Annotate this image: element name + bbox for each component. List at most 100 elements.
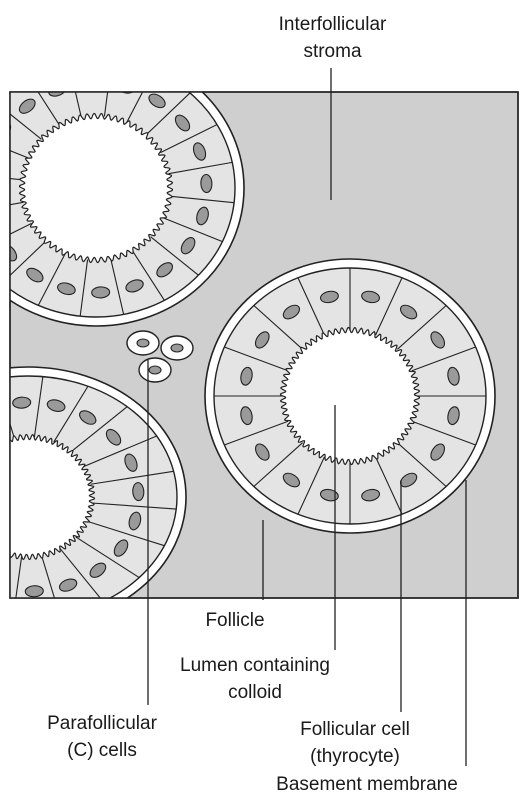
cell-nucleus	[10, 244, 18, 262]
cell-nucleus	[105, 428, 122, 446]
parafollicular-nucleus	[148, 365, 162, 375]
cell-nucleus	[180, 237, 196, 255]
cell-border	[83, 435, 157, 468]
cell-nucleus	[319, 488, 339, 502]
label-lumen-containing-colloid: Lumen containing colloid	[180, 655, 330, 703]
cell-nucleus	[156, 262, 174, 278]
cell-nucleus	[192, 142, 207, 161]
cell-border	[169, 195, 235, 204]
cell-border	[126, 92, 144, 123]
cell-border	[10, 421, 15, 439]
cell-nucleus	[82, 78, 100, 90]
cell-nucleus	[282, 472, 301, 488]
cell-border	[37, 92, 61, 126]
cell-nucleus	[124, 453, 138, 472]
cell-nucleus	[148, 93, 166, 109]
parafollicular-nucleus	[136, 338, 150, 348]
cell-border	[74, 92, 82, 118]
cell-border	[224, 346, 289, 372]
cell-border	[33, 376, 44, 438]
cell-nucleus	[18, 98, 36, 114]
cell-border	[70, 406, 128, 453]
cell-nucleus	[0, 581, 10, 596]
cell-nucleus	[240, 366, 253, 386]
parafollicular-cells	[126, 330, 194, 383]
lumen-colloid	[279, 326, 421, 466]
cell-nucleus	[399, 304, 418, 320]
label-follicle: Follicle	[205, 610, 265, 631]
cell-border	[224, 420, 289, 446]
cell-border	[411, 420, 476, 446]
cell-nucleus	[282, 304, 301, 320]
cell-nucleus	[254, 443, 270, 461]
cell-nucleus	[319, 290, 339, 304]
cell-border	[0, 552, 2, 608]
label-interfollicular-stroma: Interfollicular stroma	[278, 14, 387, 62]
cell-nucleus	[361, 290, 381, 304]
cell-border	[10, 201, 24, 206]
cell-border	[253, 305, 303, 350]
cell-border	[91, 502, 177, 510]
cell-border	[375, 277, 403, 336]
cell-nucleus	[430, 331, 446, 349]
label-basement-membrane: Basement membrane	[276, 774, 458, 795]
label-follicular-cell: Follicular cell (thyrocyte)	[300, 719, 410, 767]
cell-nucleus	[0, 214, 1, 235]
cell-nucleus	[361, 488, 381, 502]
cell-border	[253, 442, 303, 487]
cell-border	[10, 113, 42, 140]
cell-nucleus	[240, 406, 253, 426]
cell-border	[41, 555, 56, 598]
cell-nucleus	[79, 410, 97, 425]
cell-border	[375, 456, 403, 515]
cell-nucleus	[200, 173, 213, 194]
cell-nucleus	[132, 482, 145, 502]
cell-border	[163, 217, 223, 243]
cell-border	[168, 161, 233, 175]
cell-nucleus	[91, 286, 111, 299]
cell-border	[110, 258, 125, 315]
parafollicular-nucleus	[170, 343, 184, 353]
label-parafollicular-cells: Parafollicular (C) cells	[47, 713, 157, 761]
cell-nucleus	[128, 511, 142, 531]
cell-border	[103, 92, 109, 117]
cell-nucleus	[26, 267, 44, 283]
lumen-colloid	[18, 112, 174, 264]
cell-border	[297, 277, 325, 336]
cell-border	[53, 385, 89, 443]
cell-border	[37, 253, 66, 306]
cell-nucleus	[254, 331, 270, 349]
cell-border	[90, 470, 174, 485]
cell-border	[131, 250, 165, 301]
cell-border	[411, 346, 476, 372]
cell-nucleus	[58, 578, 78, 592]
cell-nucleus	[196, 206, 209, 226]
cell-nucleus	[125, 279, 144, 293]
lumen-colloid	[10, 433, 96, 561]
cell-nucleus	[113, 539, 129, 557]
cell-border	[86, 520, 165, 547]
cell-border	[397, 442, 447, 487]
cell-border	[150, 236, 199, 276]
cell-border	[397, 305, 447, 350]
cell-nucleus	[447, 406, 460, 426]
cell-border	[79, 259, 89, 317]
follicle-right	[204, 258, 496, 534]
label-leader-lines	[147, 68, 467, 766]
cell-border	[15, 556, 23, 598]
cell-border	[75, 536, 140, 579]
cell-border	[10, 222, 32, 235]
cell-border	[297, 456, 325, 515]
cell-nucleus	[174, 114, 191, 132]
follicle-lower-left	[0, 366, 187, 608]
cell-border	[10, 240, 47, 277]
cell-nucleus	[46, 399, 66, 412]
follicle-top-left	[0, 78, 245, 327]
cell-nucleus	[89, 562, 107, 578]
cell-nucleus	[24, 585, 44, 598]
cell-nucleus	[12, 396, 32, 409]
cell-nucleus	[430, 443, 446, 461]
cell-border	[145, 92, 191, 136]
cell-nucleus	[57, 282, 76, 296]
